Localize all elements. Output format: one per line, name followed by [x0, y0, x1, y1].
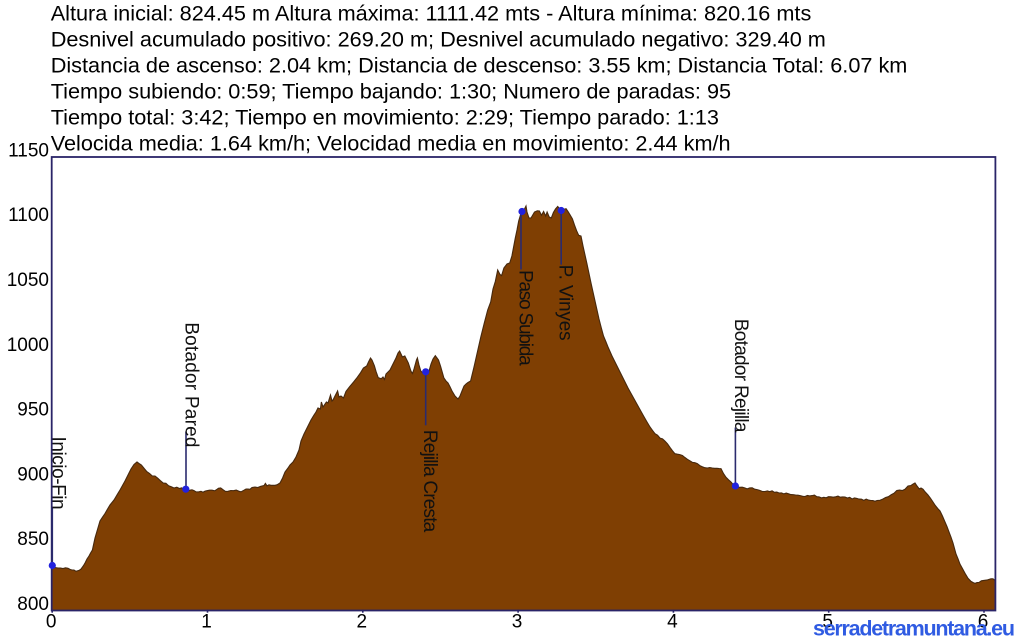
svg-text:4: 4 [667, 612, 678, 633]
svg-text:Tiempo subiendo: 0:59; Tiempo: Tiempo subiendo: 0:59; Tiempo bajando: 1… [51, 78, 731, 103]
svg-text:1150: 1150 [8, 140, 49, 161]
svg-text:2: 2 [357, 612, 368, 633]
svg-text:Distancia de ascenso: 2.04 km;: Distancia de ascenso: 2.04 km; Distancia… [51, 53, 908, 78]
svg-text:800: 800 [17, 594, 49, 615]
svg-text:1100: 1100 [8, 205, 49, 226]
svg-text:Botador Pared: Botador Pared [181, 322, 202, 448]
svg-text:Tiempo total: 3:42; Tiempo en: Tiempo total: 3:42; Tiempo en movimiento… [51, 104, 719, 129]
svg-text:950: 950 [17, 400, 49, 421]
svg-text:Botador Rejilla: Botador Rejilla [730, 319, 751, 433]
svg-text:3: 3 [512, 612, 523, 633]
svg-text:6: 6 [978, 612, 989, 633]
svg-text:Altura inicial: 824.45 m Altur: Altura inicial: 824.45 m Altura máxima: … [51, 1, 812, 26]
svg-text:1050: 1050 [7, 270, 49, 291]
svg-text:Velocida media: 1.64 km/h; Vel: Velocida media: 1.64 km/h; Velocidad med… [51, 130, 731, 155]
svg-text:850: 850 [17, 529, 49, 550]
svg-text:Rejilla Cresta: Rejilla Cresta [419, 430, 440, 533]
svg-text:P. Vinyes: P. Vinyes [555, 265, 576, 341]
svg-text:1: 1 [201, 612, 212, 633]
svg-text:1000: 1000 [7, 335, 49, 356]
svg-text:0: 0 [46, 612, 57, 633]
svg-text:Inicio-Fin: Inicio-Fin [48, 437, 69, 510]
svg-text:serradetramuntana.eu: serradetramuntana.eu [813, 617, 1015, 641]
svg-text:900: 900 [17, 464, 49, 485]
svg-text:Desnivel acumulado positivo: 2: Desnivel acumulado positivo: 269.20 m; D… [51, 27, 826, 52]
svg-text:5: 5 [822, 612, 833, 633]
svg-text:Paso Subida: Paso Subida [515, 270, 536, 366]
